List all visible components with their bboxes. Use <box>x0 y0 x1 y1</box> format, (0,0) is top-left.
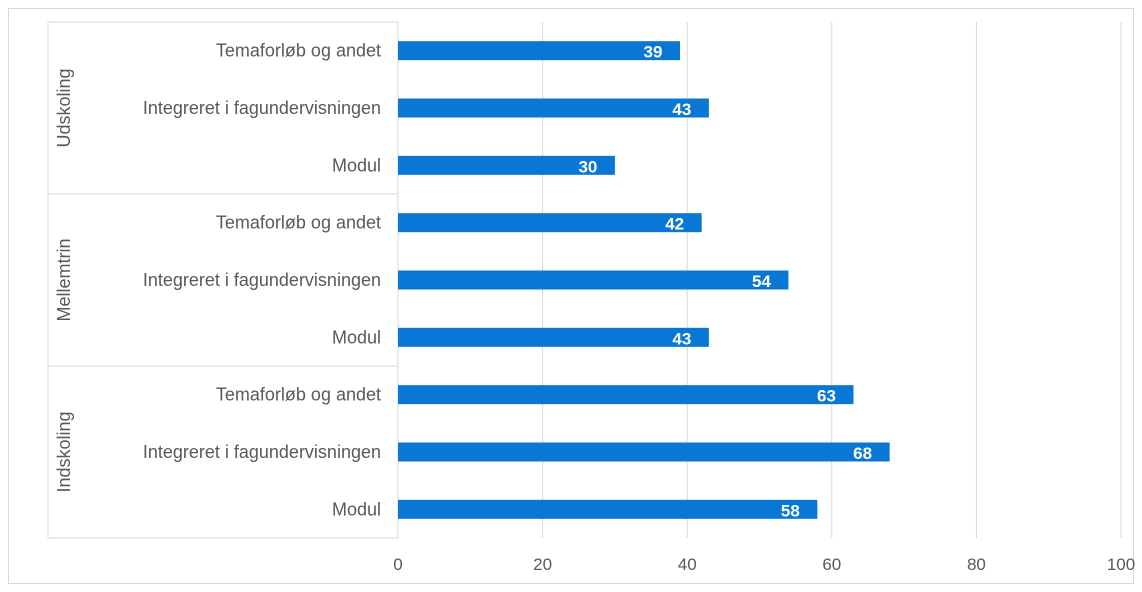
tick-label-60: 60 <box>822 555 841 574</box>
data-label: 43 <box>672 329 691 348</box>
data-label: 30 <box>578 157 597 176</box>
category-label: Integreret i fagundervisningen <box>143 442 381 462</box>
data-label: 54 <box>752 272 771 291</box>
data-label: 39 <box>644 43 663 62</box>
bar-mellemtrin-0 <box>398 213 702 233</box>
category-label: Modul <box>332 499 381 519</box>
tick-label-20: 20 <box>533 555 552 574</box>
bar-indskoling-0 <box>398 385 854 405</box>
tick-label-0: 0 <box>393 555 402 574</box>
bar-indskoling-2 <box>398 499 818 519</box>
data-label: 63 <box>817 387 836 406</box>
data-label: 58 <box>781 501 800 520</box>
bar-indskoling-1 <box>398 442 890 462</box>
category-label: Integreret i fagundervisningen <box>143 98 381 118</box>
bar-udskoling-2 <box>398 155 615 175</box>
bar-mellemtrin-1 <box>398 270 789 290</box>
category-label: Temaforløb og andet <box>216 385 381 405</box>
group-label-mellemtrin: Mellemtrin <box>54 238 74 321</box>
category-label: Modul <box>332 155 381 175</box>
category-label: Temaforløb og andet <box>216 41 381 61</box>
chart-frame <box>8 8 1134 584</box>
data-label: 42 <box>665 215 684 234</box>
category-label: Modul <box>332 327 381 347</box>
category-label: Temaforløb og andet <box>216 213 381 233</box>
bar-udskoling-0 <box>398 41 680 61</box>
tick-label-80: 80 <box>967 555 986 574</box>
bar-mellemtrin-2 <box>398 327 709 347</box>
tick-label-40: 40 <box>678 555 697 574</box>
group-label-udskoling: Udskoling <box>54 68 74 147</box>
category-label: Integreret i fagundervisningen <box>143 270 381 290</box>
data-label: 43 <box>672 100 691 119</box>
data-label: 68 <box>853 444 872 463</box>
tick-label-100: 100 <box>1107 555 1135 574</box>
bar-udskoling-1 <box>398 98 709 118</box>
group-label-indskoling: Indskoling <box>54 411 74 492</box>
